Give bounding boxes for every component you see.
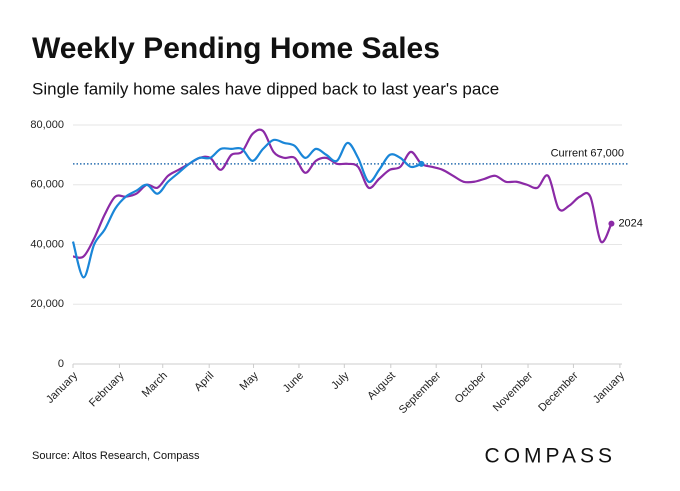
brand-logo: COMPASS (485, 445, 616, 468)
y-tick-label: 20,000 (30, 298, 64, 310)
end-point (608, 220, 615, 227)
y-tick-label: 60,000 (30, 179, 64, 191)
x-tick-label: July (329, 369, 352, 392)
series-line (71, 138, 422, 279)
x-tick-label: June (281, 370, 306, 395)
y-tick-label: 0 (58, 358, 64, 370)
x-tick-label: May (238, 369, 262, 393)
x-tick-label: April (192, 370, 216, 394)
x-tick-label: November (491, 369, 536, 414)
x-tick-label: September (397, 369, 444, 416)
y-tick-label: 40,000 (30, 238, 64, 250)
source: Source: Altos Research, Compass (32, 450, 200, 462)
x-tick-label: January (44, 369, 81, 406)
y-tick-label: 80,000 (30, 119, 64, 131)
x-tick-label: February (87, 369, 127, 409)
end-point (418, 160, 425, 167)
x-tick-label: January (591, 369, 628, 406)
chart-subtitle: Single family home sales have dipped bac… (32, 79, 499, 98)
x-tick-label: March (140, 370, 170, 400)
series-label: 2024 (618, 217, 642, 229)
chart-title: Weekly Pending Home Sales (32, 32, 440, 65)
x-tick-label: August (365, 370, 398, 403)
series-line (72, 128, 613, 259)
x-tick-label: October (453, 369, 489, 405)
x-tick-label: December (536, 369, 581, 414)
annotation: Current 67,000 (551, 148, 624, 160)
